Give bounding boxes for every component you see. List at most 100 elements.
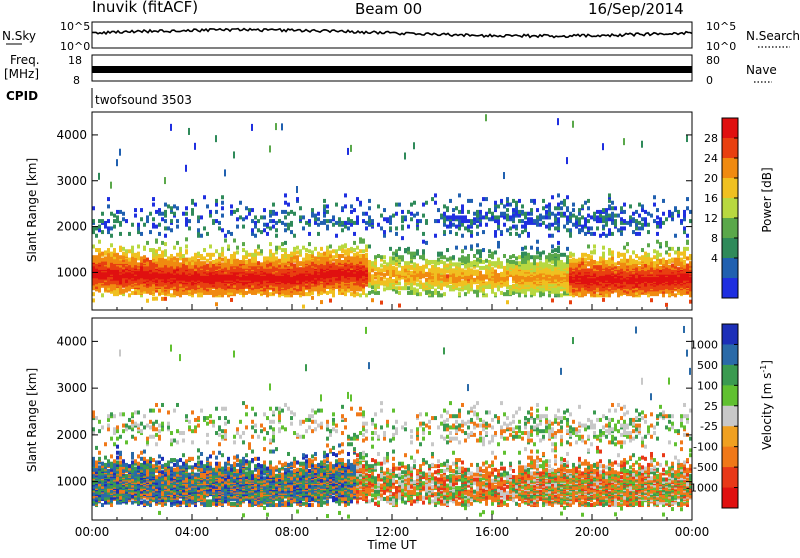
data-cell (191, 256, 194, 260)
data-cell (431, 281, 434, 285)
data-cell (623, 210, 626, 214)
data-cell (131, 253, 134, 257)
data-cell (320, 247, 323, 251)
data-cell (605, 208, 608, 212)
data-cell (146, 299, 149, 303)
data-cell (599, 265, 602, 269)
data-cell (491, 252, 494, 256)
data-cell (506, 203, 509, 207)
data-cell (611, 232, 614, 236)
data-cell (197, 259, 200, 263)
data-cell (479, 289, 482, 293)
data-cell (602, 208, 605, 212)
data-cell (206, 259, 209, 263)
data-cell (95, 234, 98, 238)
data-cell (464, 246, 467, 250)
data-cell (188, 258, 191, 262)
data-cell (386, 262, 389, 266)
data-cell (458, 193, 461, 197)
data-cell (470, 244, 473, 248)
data-cell (365, 293, 368, 297)
data-cell (416, 267, 419, 271)
data-cell (401, 266, 404, 270)
data-cell (353, 287, 356, 291)
data-cell (602, 252, 605, 256)
data-cell (308, 219, 311, 223)
data-cell (605, 293, 608, 297)
data-cell (107, 248, 110, 252)
data-cell (512, 199, 515, 203)
data-cell (251, 228, 254, 232)
data-cell (440, 255, 443, 259)
data-cell (185, 249, 188, 253)
data-cell (470, 287, 473, 291)
data-cell (485, 281, 488, 285)
data-cell (218, 221, 221, 225)
data-cell (614, 223, 617, 227)
data-cell (623, 226, 626, 230)
data-cell (515, 201, 518, 205)
data-cell (383, 268, 386, 272)
data-cell (572, 258, 575, 262)
data-cell (275, 123, 277, 130)
data-cell (125, 249, 128, 253)
data-cell (497, 265, 500, 269)
data-cell (302, 226, 305, 230)
data-cell (494, 234, 497, 238)
data-cell (527, 212, 530, 216)
data-cell (560, 206, 563, 210)
data-cell (230, 289, 233, 293)
data-cell (563, 291, 566, 295)
cpid-label: CPID (6, 89, 38, 103)
data-cell (512, 284, 515, 288)
data-cell (476, 232, 479, 236)
data-cell (206, 264, 209, 268)
data-cell (479, 214, 482, 218)
data-cell (263, 215, 266, 219)
data-cell (116, 259, 119, 263)
data-cell (608, 268, 611, 272)
data-cell (317, 232, 320, 236)
data-cell (491, 285, 494, 289)
data-cell (536, 219, 539, 223)
data-cell (551, 234, 554, 238)
data-cell (158, 258, 161, 262)
data-cell (110, 243, 113, 247)
data-cell (185, 165, 187, 172)
data-cell (110, 226, 113, 230)
data-cell (461, 234, 464, 238)
data-cell (245, 206, 248, 210)
data-cell (191, 199, 194, 203)
data-cell (467, 287, 470, 291)
data-cell (164, 253, 167, 257)
data-cell (482, 266, 485, 270)
data-cell (185, 206, 188, 210)
data-cell (605, 212, 608, 216)
data-cell (551, 298, 554, 302)
data-cell (470, 268, 473, 272)
data-cell (353, 221, 356, 225)
data-cell (161, 297, 164, 301)
data-cell (518, 234, 521, 238)
data-cell (497, 225, 500, 229)
data-cell (218, 253, 221, 257)
data-cell (494, 219, 497, 223)
data-cell (242, 260, 245, 264)
data-cell (557, 293, 560, 297)
data-cell (161, 241, 164, 245)
data-cell (461, 223, 464, 227)
data-cell (533, 255, 536, 259)
data-cell (440, 286, 443, 290)
data-cell (335, 253, 338, 257)
data-cell (173, 212, 176, 216)
data-cell (443, 292, 446, 296)
data-cell (470, 274, 473, 278)
data-cell (494, 284, 497, 288)
data-cell (356, 292, 359, 296)
data-cell (191, 212, 194, 216)
data-cell (446, 215, 449, 219)
data-cell (176, 241, 179, 245)
data-cell (542, 199, 545, 203)
data-cell (488, 208, 491, 212)
data-cell (410, 203, 413, 207)
